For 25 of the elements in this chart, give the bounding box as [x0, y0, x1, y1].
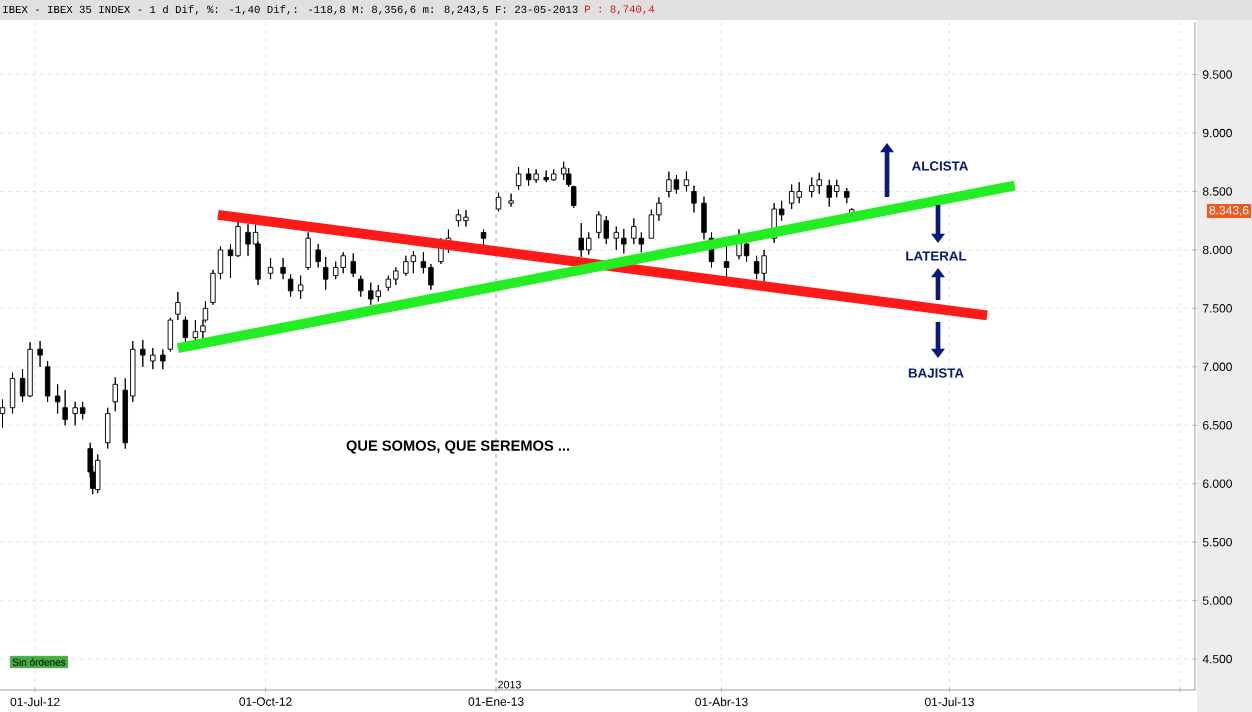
annotation: BAJISTA [908, 368, 964, 378]
x-tick-label: 01-Jul-13 [924, 697, 974, 707]
text: 8.343,6 [1209, 206, 1249, 216]
y-tick-label: 8.000 [1202, 245, 1232, 255]
y-tick-label: 6.000 [1202, 479, 1232, 488]
chart-subtitle: P : 8,740,4 [585, 5, 655, 15]
annotation: QUE SOMOS, QUE SEREMOS ... [346, 440, 570, 454]
y-tick-label: 8.500 [1202, 187, 1232, 196]
x-tick-label: 01-Jul-12 [10, 697, 60, 707]
y-tick-label: 4.500 [1202, 654, 1232, 664]
y-tick-label: 7.500 [1202, 304, 1232, 313]
y-tick-label: 9.500 [1202, 70, 1232, 79]
chart-title: IBEX - IBEX 35 INDEX - 1 d Dif, %: -1,40 Dif,: -118,8 M: 8,356,6 m: 8,243,5 F: 23-05-2013 [3, 5, 578, 15]
y-tick-label: 7.000 [1202, 362, 1232, 372]
annotation: Sin órdenes [12, 658, 66, 666]
x-tick-label: 01-Ene-13 [468, 697, 524, 706]
annotation: LATERAL [906, 251, 967, 261]
y-tick-label: 6.500 [1202, 421, 1232, 430]
ref-line-label: 2013 [498, 680, 521, 689]
y-tick-label: 5.500 [1202, 537, 1232, 547]
x-tick-label: 01-Abr-13 [695, 697, 748, 707]
annotation: ALCISTA [911, 161, 969, 171]
y-tick-label: 5.000 [1202, 596, 1232, 605]
y-tick-label: 9.000 [1202, 128, 1232, 138]
x-tick-label: 01-Oct-12 [239, 697, 292, 706]
